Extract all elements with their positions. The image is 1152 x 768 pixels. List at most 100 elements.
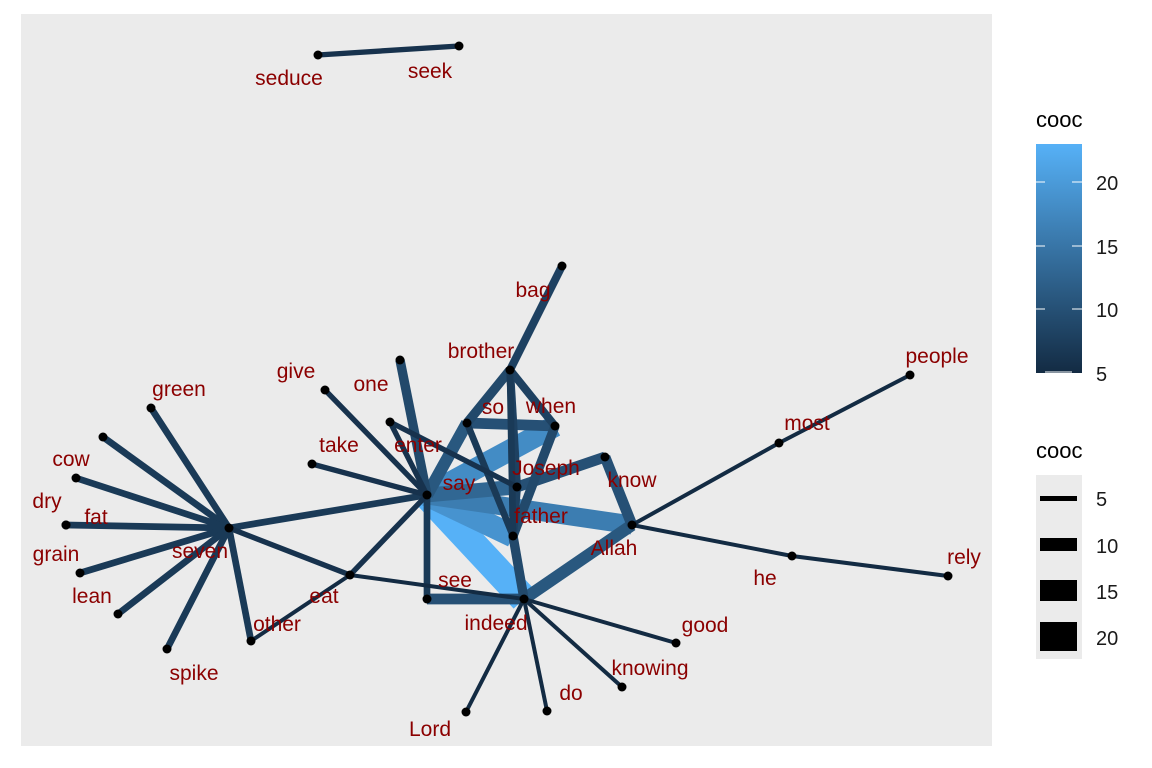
edge-seven-green xyxy=(148,406,232,530)
edge-eat-other xyxy=(249,573,352,643)
node-eat xyxy=(345,570,355,580)
width-key-10 xyxy=(1040,538,1077,551)
edge-seven-other xyxy=(225,527,255,642)
width-legend: cooc 5 10 15 20 xyxy=(1036,438,1118,659)
node-label-dry: dry xyxy=(32,490,62,513)
edge-indeed-do xyxy=(522,598,549,712)
node-know xyxy=(600,452,610,462)
node-label-seven: seven xyxy=(172,540,228,563)
edge-brother-when xyxy=(506,367,559,429)
edge-Allah-he xyxy=(631,523,793,558)
edge-eat-indeed xyxy=(349,573,525,601)
node-label-lean: lean xyxy=(72,585,112,608)
edge-father-indeed xyxy=(508,535,529,600)
node-say xyxy=(422,490,432,500)
node-knowing xyxy=(617,682,627,692)
node-he xyxy=(787,551,797,561)
color-legend: cooc 20 15 10 5 xyxy=(1036,107,1118,386)
node-seven xyxy=(224,523,234,533)
edge-indeed-knowing xyxy=(522,597,624,689)
edge-enter-Joseph xyxy=(388,419,519,490)
node-so xyxy=(462,418,472,428)
edge-take-say xyxy=(311,461,428,498)
node-label-eat: eat xyxy=(309,585,338,608)
edge-seduce-seek xyxy=(317,43,460,58)
edge-layer xyxy=(65,43,949,713)
node-label-cow: cow xyxy=(52,448,90,471)
node-seek xyxy=(454,41,464,51)
edge-one-say xyxy=(395,359,432,496)
node-people xyxy=(905,370,915,380)
node-label-most: most xyxy=(784,412,830,435)
node-label-good: good xyxy=(682,614,729,637)
node-label-Allah: Allah xyxy=(591,537,638,560)
node-label-seduce: seduce xyxy=(255,67,323,90)
node-enter xyxy=(385,417,395,427)
node-Lord xyxy=(461,707,471,717)
node-rely xyxy=(943,571,953,581)
edge-bag-brother xyxy=(506,264,566,372)
node-fat xyxy=(61,520,71,530)
node-good xyxy=(671,638,681,648)
edge-indeed-Lord xyxy=(464,598,526,713)
node-take xyxy=(307,459,317,469)
edge-Allah-most xyxy=(631,441,780,527)
node-lean xyxy=(113,609,123,619)
node-grain xyxy=(75,568,85,578)
node-seduce xyxy=(313,50,323,60)
edge-so-father xyxy=(463,421,517,538)
width-legend-title: cooc xyxy=(1036,438,1082,463)
width-key-5 xyxy=(1040,496,1077,501)
node-label-give: give xyxy=(277,360,316,383)
edge-Allah-indeed xyxy=(520,520,636,604)
node-label-take: take xyxy=(319,434,359,457)
node-label-do: do xyxy=(559,682,582,705)
node-unlabeled xyxy=(98,432,108,442)
node-Joseph xyxy=(512,482,522,492)
colorbar xyxy=(1036,144,1082,373)
edge-seven-dry xyxy=(65,521,230,532)
node-do xyxy=(542,706,552,716)
label-layer: seduce seek bag brother so when one give enter ta… xyxy=(32,60,981,741)
node-label-know: know xyxy=(607,469,657,492)
node-label-Lord: Lord xyxy=(409,718,451,741)
color-legend-title: cooc xyxy=(1036,107,1082,132)
node-label-one: one xyxy=(353,373,388,396)
node-label-say: say xyxy=(443,472,476,495)
node-one xyxy=(395,355,405,365)
node-give xyxy=(320,385,330,395)
edge-so-say xyxy=(421,420,473,498)
node-indeed xyxy=(519,594,529,604)
colorbar-tick-label: 5 xyxy=(1096,364,1107,386)
node-label-Joseph: Joseph xyxy=(512,457,580,480)
edge-when-father xyxy=(508,424,560,538)
width-key-20 xyxy=(1040,622,1077,651)
node-most xyxy=(774,438,784,448)
node-label-rely: rely xyxy=(947,546,981,569)
width-legend-tick-label: 15 xyxy=(1096,582,1118,604)
colorbar-tick-label: 10 xyxy=(1096,300,1118,322)
node-label-fat: fat xyxy=(84,506,108,529)
node-label-bag: bag xyxy=(515,279,550,302)
node-label-grain: grain xyxy=(33,543,80,566)
node-Allah xyxy=(627,520,637,530)
colorbar-tick-label: 15 xyxy=(1096,237,1118,259)
edge-brother-so xyxy=(463,367,514,426)
node-label-so: so xyxy=(482,396,504,419)
node-when xyxy=(550,421,560,431)
node-label-he: he xyxy=(753,567,776,590)
edge-know-Allah xyxy=(600,455,637,527)
colorbar-tick-label: 20 xyxy=(1096,173,1118,195)
width-legend-tick-label: 20 xyxy=(1096,628,1118,650)
edge-indeed-good xyxy=(523,597,677,645)
node-cow xyxy=(71,473,81,483)
node-label-father: father xyxy=(514,505,568,528)
node-label-knowing: knowing xyxy=(611,657,688,680)
node-label-green: green xyxy=(152,378,206,401)
edge-seven-spike xyxy=(164,526,232,651)
edge-give-say xyxy=(323,388,429,497)
node-father xyxy=(508,531,518,541)
edge-seven-eat xyxy=(228,525,351,578)
node-green xyxy=(146,403,156,413)
node-label-people: people xyxy=(905,345,968,368)
